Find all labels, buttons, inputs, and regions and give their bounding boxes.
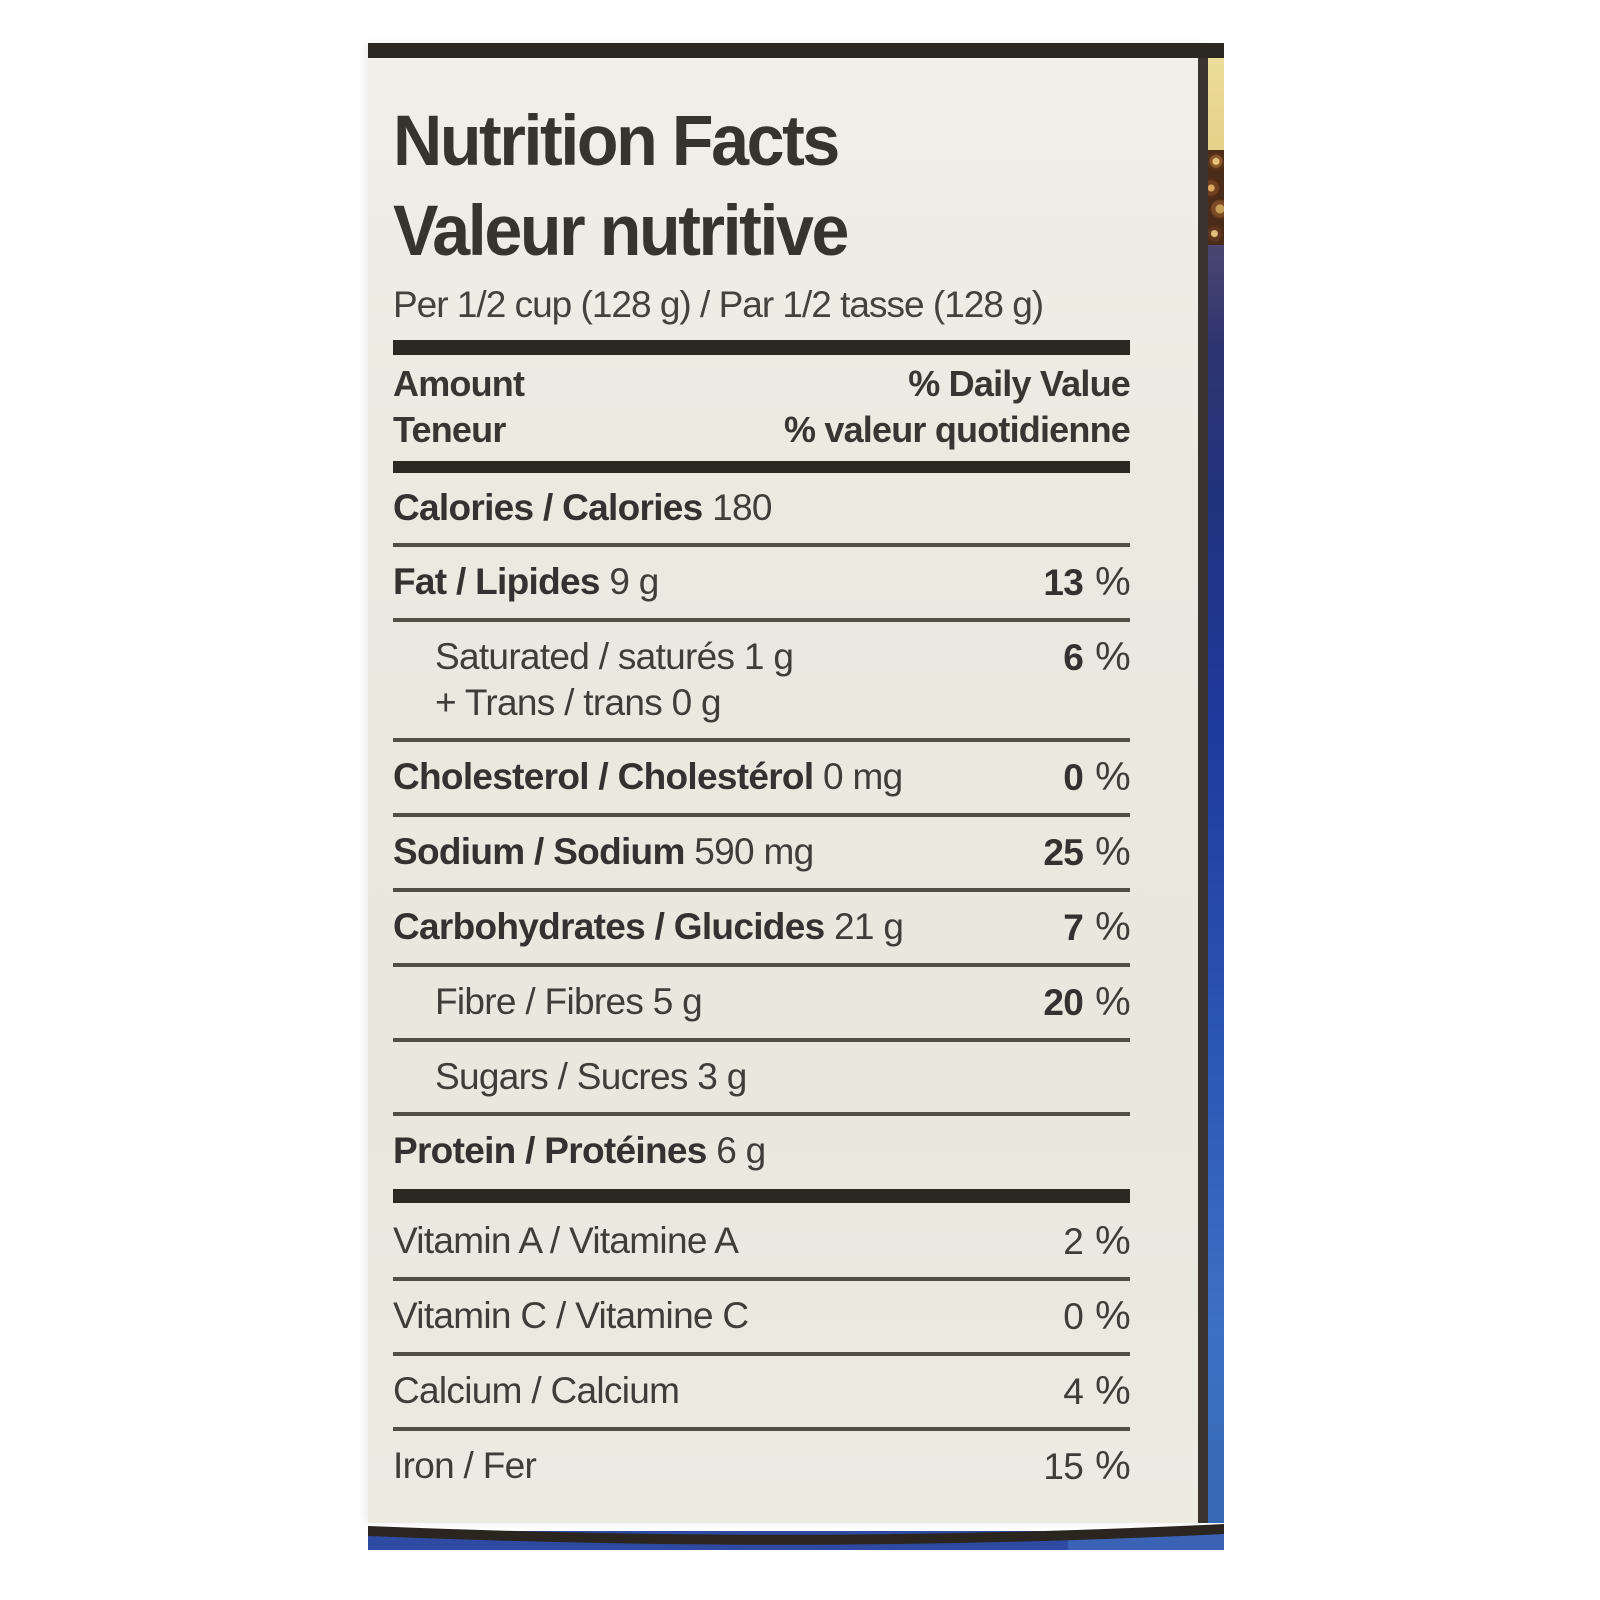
separator-thick-header [393, 461, 1130, 473]
can-art-food-rings [1208, 150, 1224, 245]
nutrient-row: Fat / Lipides 9 g 13% [393, 547, 1131, 618]
label-bottom-curve [368, 1524, 1224, 1545]
column-header-fr: Teneur % valeur quotidienne [393, 407, 1131, 453]
can-side-strip [1208, 58, 1224, 1523]
nutrient-name: Sugars / Sucres 3 g [435, 1056, 747, 1097]
daily-value-header-en: % Daily Value [908, 363, 1131, 404]
nutrient-row: Vitamin C / Vitamine C 0% [393, 1281, 1131, 1352]
percent-daily-value: 6% [1063, 635, 1130, 679]
nutrient-name: Calories / Calories 180 [393, 487, 772, 528]
amount-header-en: Amount [393, 363, 525, 404]
separator-rule [393, 1427, 1130, 1431]
daily-value-header-fr: % valeur quotidienne [783, 409, 1131, 450]
can-art-yellow-band [1208, 58, 1224, 150]
serving-size: Per 1/2 cup (128 g) / Par 1/2 tasse (128… [393, 284, 1044, 325]
nutrient-row: Saturated / saturés 1 g + Trans / trans 0… [393, 622, 1131, 738]
nutrient-row: Fibre / Fibres 5 g 20% [393, 967, 1131, 1038]
nutrient-name: Fat / Lipides 9 g [393, 561, 659, 602]
percent-daily-value: 25% [1043, 830, 1130, 874]
amount-header-fr: Teneur [393, 409, 506, 450]
separator-rule [393, 738, 1130, 742]
separator-rule [393, 1352, 1130, 1356]
nutrition-facts-panel: Nutrition Facts Valeur nutritive Per 1/2… [368, 43, 1208, 1523]
separator-thick [393, 1189, 1130, 1203]
nutrient-name: Iron / Fer [393, 1445, 537, 1486]
nutrient-row: Calories / Calories 180 [393, 473, 1130, 543]
column-header-en: Amount % Daily Value [393, 361, 1131, 407]
nutrient-row: Vitamin A / Vitamine A 2% [393, 1206, 1131, 1277]
nutrient-name: Sodium / Sodium 590 mg [393, 831, 814, 872]
separator-rule [393, 963, 1130, 967]
nutrient-rows: Calories / Calories 180 Fat / Lipides 9 g… [393, 473, 1131, 1502]
nutrient-name: Cholesterol / Cholestérol 0 mg [393, 756, 903, 797]
nutrient-name: Carbohydrates / Glucides 21 g [393, 906, 904, 947]
label-top-border [368, 43, 1224, 58]
percent-daily-value: 15% [1043, 1444, 1130, 1488]
label-bottom-edge [368, 1524, 1224, 1550]
can-art-blue-band [1208, 245, 1224, 1523]
label-title-fr: Valeur nutritive [393, 192, 849, 271]
nutrient-row: Sodium / Sodium 590 mg 25% [393, 817, 1131, 888]
percent-daily-value: 13% [1043, 560, 1130, 604]
nutrient-row: Carbohydrates / Glucides 21 g 7% [393, 892, 1131, 963]
separator-rule [393, 618, 1130, 622]
percent-daily-value: 7% [1063, 905, 1130, 949]
percent-daily-value: 0% [1063, 755, 1130, 799]
nutrient-row: Calcium / Calcium 4% [393, 1356, 1131, 1427]
nutrient-name: Vitamin A / Vitamine A [393, 1220, 739, 1261]
nutrient-row: Iron / Fer 15% [393, 1431, 1131, 1502]
nutrient-name: Vitamin C / Vitamine C [393, 1295, 749, 1336]
separator-rule [393, 543, 1130, 547]
nutrient-row: Cholesterol / Cholestérol 0 mg 0% [393, 742, 1131, 813]
nutrient-row: Sugars / Sucres 3 g [393, 1042, 1130, 1112]
separator-rule [393, 888, 1130, 892]
nutrient-name: Calcium / Calcium [393, 1370, 680, 1411]
separator-rule [393, 1038, 1130, 1042]
nutrient-row: Protein / Protéines 6 g [393, 1116, 1130, 1186]
percent-daily-value: 20% [1043, 980, 1130, 1024]
nutrition-label: Nutrition Facts Valeur nutritive Per 1/2… [368, 43, 1224, 1550]
percent-daily-value: 0% [1063, 1294, 1130, 1338]
separator-thick-top [393, 340, 1130, 355]
separator-rule [393, 1112, 1130, 1116]
nutrient-name: Fibre / Fibres 5 g [435, 981, 703, 1022]
label-title-en: Nutrition Facts [393, 102, 840, 181]
percent-daily-value: 4% [1063, 1369, 1130, 1413]
nutrient-subline: + Trans / trans 0 g [435, 682, 722, 723]
separator-rule [393, 1277, 1130, 1281]
nutrient-name: Protein / Protéines 6 g [393, 1130, 766, 1171]
percent-daily-value: 2% [1063, 1219, 1130, 1263]
separator-rule [393, 813, 1130, 817]
nutrient-name: Saturated / saturés 1 g + Trans / trans 0… [393, 634, 1020, 726]
